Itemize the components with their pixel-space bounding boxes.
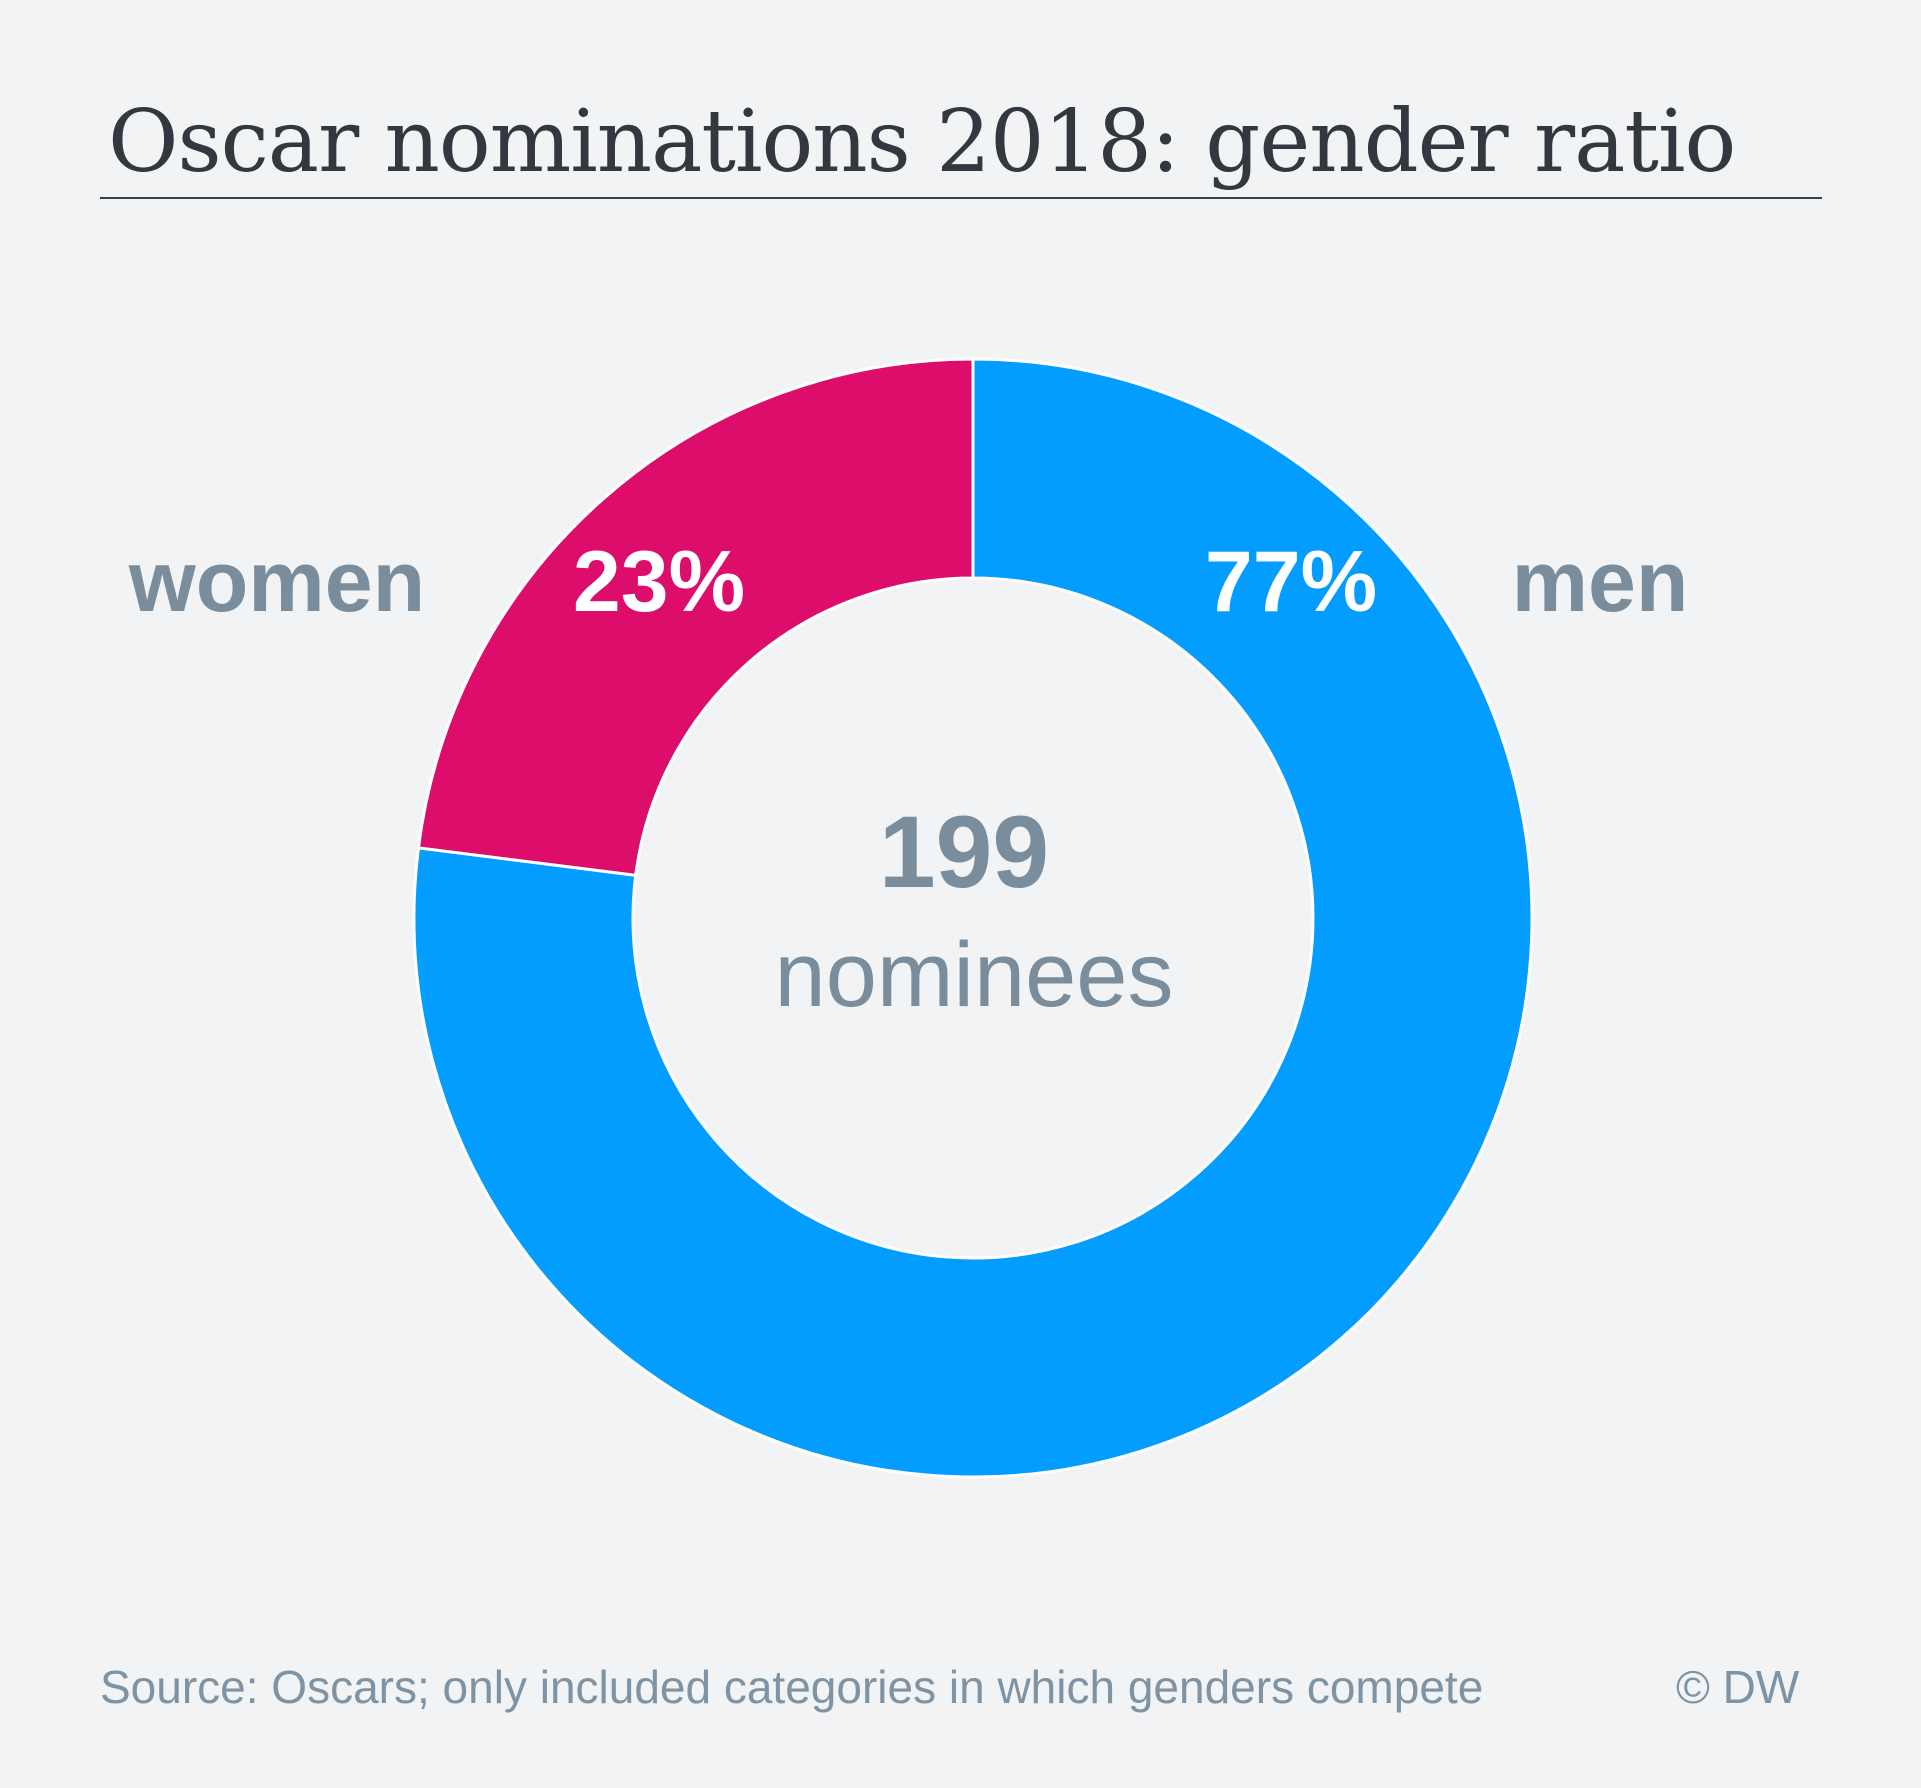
center-label: nominees [775, 924, 1174, 1026]
donut-slice-women [416, 357, 975, 878]
title-rule [100, 197, 1822, 199]
legend-label-men: men [1512, 534, 1689, 630]
source-note: Source: Oscars; only included categories… [100, 1661, 1484, 1713]
legend-label-women: women [128, 534, 425, 630]
chart-title: Oscar nominations 2018: gender ratio [108, 92, 1736, 192]
copyright-note: © DW [1676, 1661, 1800, 1713]
center-value: 199 [879, 795, 1049, 909]
slice-value-men: 77% [1205, 534, 1377, 630]
donut-slice-men [412, 357, 1534, 1479]
donut-slices [412, 357, 1534, 1479]
slice-value-women: 23% [573, 534, 745, 630]
